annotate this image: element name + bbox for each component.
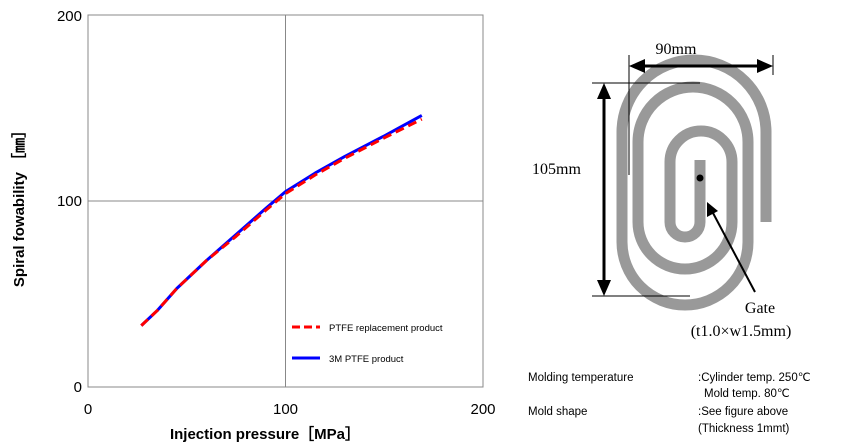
legend: PTFE replacement product 3M PTFE product [292, 323, 443, 365]
y-tick-label-200: 200 [57, 8, 82, 25]
gate-arrow-head [707, 202, 718, 217]
legend-label-3m-ptfe: 3M PTFE product [329, 354, 404, 365]
gate-point [696, 174, 704, 182]
molding-conditions: Molding temperature :Cylinder temp. 250℃… [528, 372, 811, 435]
series-group [140, 114, 423, 327]
x-axis-title: Injection pressure［MPa］ [170, 425, 360, 443]
condition-value-mold-temp: Mold temp. 80℃ [704, 388, 790, 400]
y-tick-label-0: 0 [74, 379, 82, 396]
condition-value-see-figure: :See figure above [698, 406, 788, 418]
gate-dimensions: (t1.0×w1.5mm) [691, 323, 792, 340]
condition-label-mold-shape: Mold shape [528, 406, 587, 418]
y-tick-label-100: 100 [57, 193, 82, 210]
x-tick-label-0: 0 [84, 401, 92, 418]
x-tick-label-200: 200 [470, 401, 495, 418]
condition-value-thickness: (Thickness 1mmt) [698, 423, 790, 435]
condition-value-cylinder-temp: :Cylinder temp. 250℃ [698, 372, 811, 384]
series-line-ptfe-replacement [140, 117, 423, 327]
legend-label-ptfe-replacement: PTFE replacement product [329, 323, 443, 334]
grid-lines [88, 15, 483, 387]
spiral-flow-chart: 200 100 0 0 100 200 Injection pressure［M… [10, 8, 496, 443]
width-arrow-left [629, 59, 645, 73]
gate-arrow-line [712, 212, 756, 293]
height-arrow-bottom [597, 280, 611, 296]
spiral-channel [616, 54, 772, 311]
condition-label-molding-temperature: Molding temperature [528, 372, 633, 384]
width-label: 90mm [656, 41, 697, 58]
height-arrow-top [597, 83, 611, 99]
height-label: 105mm [532, 161, 581, 178]
width-arrow-right [757, 59, 773, 73]
x-tick-label-100: 100 [273, 401, 298, 418]
gate-label: Gate [745, 300, 775, 317]
spiral-mold-diagram: 90mm 105mm Gate (t1.0×w1.5mm) [532, 41, 791, 340]
y-axis-title: Spiral fowability ［㎜］ [10, 123, 28, 287]
